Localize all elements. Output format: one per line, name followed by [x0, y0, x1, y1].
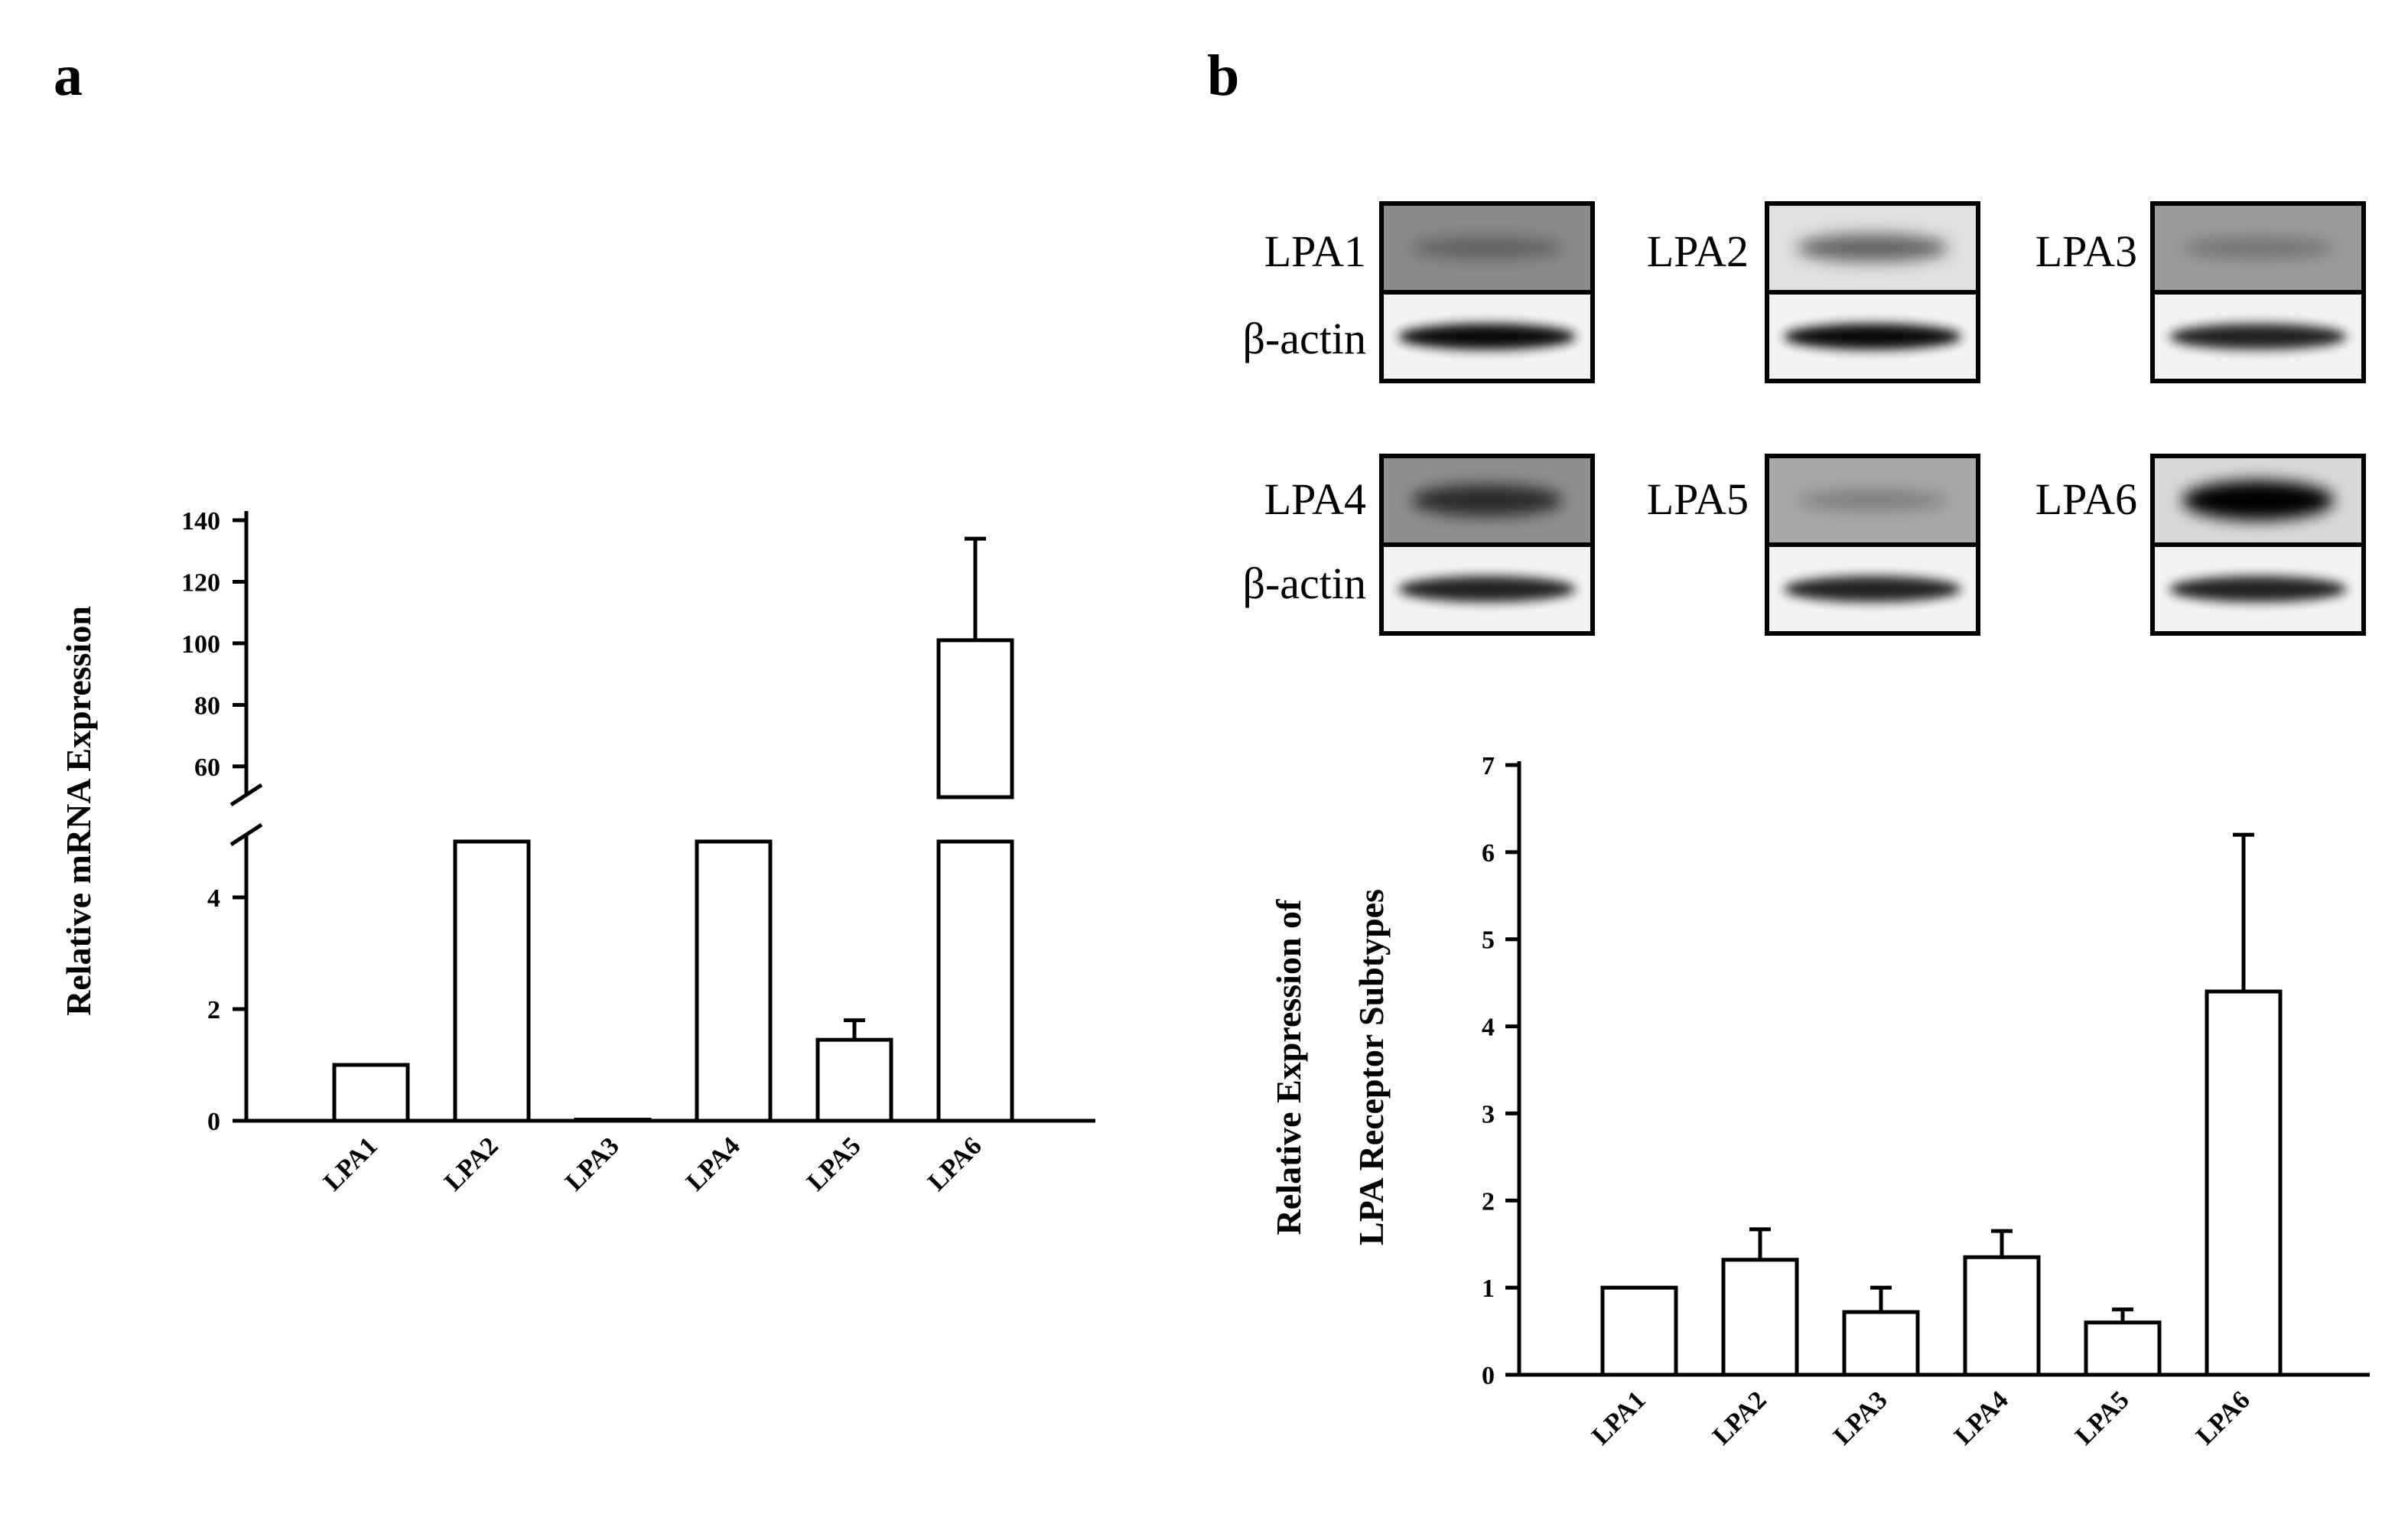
- blot-label-lpa4: LPA4: [1264, 474, 1366, 524]
- panel-b-y-tick-label: 7: [1482, 752, 1495, 780]
- blot-actin-band: [1784, 324, 1961, 350]
- panel-b-y-tick-label: 1: [1482, 1275, 1495, 1303]
- panel-a-y-tick-label: 140: [181, 507, 220, 536]
- blot-label-lpa5: LPA5: [1647, 474, 1749, 524]
- panel-b-x-tick-label: LPA4: [1949, 1385, 2013, 1450]
- blot-actin-band: [1398, 576, 1576, 602]
- panel-a-x-tick-label: LPA6: [923, 1131, 987, 1196]
- panel-b-x-tick-label: LPA6: [2191, 1385, 2255, 1450]
- panel-b-bar: [1842, 1310, 1920, 1377]
- panel-a-y-tick-label: 2: [207, 996, 220, 1024]
- panel-a-axis-break-upper: [229, 783, 263, 807]
- blot-image-lpa1: [1379, 201, 1595, 383]
- blot-image-lpa6: [2150, 454, 2366, 636]
- panel-b-y-axis-label-line1: Relative Expression of: [1269, 899, 1308, 1235]
- panel-b-x-tick-label: LPA3: [1828, 1385, 1892, 1450]
- blot-receptor-band: [2182, 237, 2335, 259]
- panel-b-bar: [1600, 1285, 1678, 1377]
- blot-actin-band: [2169, 576, 2347, 602]
- panel-a-y-tick-label: 4: [207, 884, 220, 913]
- panel-a-bar-upper: [936, 638, 1014, 799]
- panel-a-y-tick-label: 120: [181, 568, 220, 597]
- blot-image-lpa5: [1765, 454, 1980, 636]
- blot-image-lpa2: [1765, 201, 1980, 383]
- blot-receptor-band: [2182, 480, 2335, 520]
- panel-b-chart: Relative Expression of LPA Receptor Subt…: [1269, 752, 2370, 1451]
- panel-b-y-tick-label: 2: [1482, 1187, 1495, 1216]
- blot-label-actin-row2: β-actin: [1242, 558, 1366, 608]
- panel-a-x-tick-label: LPA4: [681, 1131, 745, 1196]
- panel-a-y-tick-label: 0: [207, 1108, 220, 1136]
- panel-a-x-tick-label: LPA5: [802, 1131, 866, 1196]
- panel-b-y-tick-label: 3: [1482, 1100, 1495, 1128]
- panel-a-x-tick-label: LPA3: [560, 1131, 624, 1196]
- panel-a-chart: Relative mRNA Expression 0 2 4 60 80 100 120 14…: [59, 507, 1095, 1197]
- blot-receptor-band: [1796, 490, 1949, 511]
- panel-a-bar: [815, 1037, 893, 1123]
- blot-receptor-band: [1411, 484, 1564, 516]
- panel-b-x-tick-label: LPA5: [2070, 1385, 2134, 1450]
- panel-b-y-tick-label: 5: [1482, 926, 1495, 955]
- blot-actin-band: [2169, 324, 2347, 350]
- panel-b-x-tick-label: LPA2: [1707, 1385, 1772, 1450]
- panel-a-axis-break-lower: [229, 822, 263, 847]
- panel-a-x-tick-label: LPA1: [318, 1131, 382, 1196]
- panel-a-letter: a: [54, 44, 83, 108]
- panel-a-y-tick-label: 100: [181, 630, 220, 659]
- panel-b-y-tick-label: 4: [1482, 1014, 1495, 1042]
- blot-label-lpa3: LPA3: [2035, 226, 2137, 276]
- panel-a-bar: [695, 839, 773, 1123]
- panel-b-letter: b: [1207, 44, 1239, 108]
- blot-actin-band: [1398, 324, 1576, 350]
- panel-a-bar: [453, 839, 531, 1123]
- panel-a-bar: [332, 1063, 410, 1123]
- panel-b-bar: [2084, 1320, 2162, 1377]
- panel-b-y-axis-label-line2: LPA Receptor Subtypes: [1352, 889, 1391, 1245]
- blot-image-lpa4: [1379, 454, 1595, 636]
- panel-a-y-tick-label: 60: [194, 754, 220, 782]
- blot-label-lpa6: LPA6: [2035, 474, 2137, 524]
- panel-b-y-tick-label: 6: [1482, 839, 1495, 868]
- panel-a-bar: [936, 839, 1014, 1123]
- blot-receptor-band: [1796, 233, 1949, 262]
- panel-b-bar: [1721, 1258, 1799, 1377]
- blot-image-lpa3: [2150, 201, 2366, 383]
- blot-label-actin-row1: β-actin: [1242, 314, 1366, 363]
- panel-a-x-tick-label: LPA2: [439, 1131, 503, 1196]
- panel-a-y-tick-label: 80: [194, 692, 220, 720]
- panel-b-y-tick-label: 0: [1482, 1362, 1495, 1390]
- panel-b-bar: [1963, 1255, 2041, 1377]
- panel-b-x-tick-label: LPA1: [1586, 1385, 1651, 1450]
- panel-b-bar: [2205, 989, 2283, 1377]
- panel-a-bar: [574, 1118, 652, 1123]
- blot-label-lpa1: LPA1: [1264, 226, 1366, 276]
- blot-actin-band: [1784, 576, 1961, 602]
- blot-label-lpa2: LPA2: [1647, 226, 1749, 276]
- panel-a-y-axis-label: Relative mRNA Expression: [59, 606, 98, 1016]
- blot-receptor-band: [1411, 236, 1564, 259]
- western-blot-panel: LPA1 β-actin LPA2 LPA3 LPA4 β-actin LPA5…: [1242, 201, 2366, 636]
